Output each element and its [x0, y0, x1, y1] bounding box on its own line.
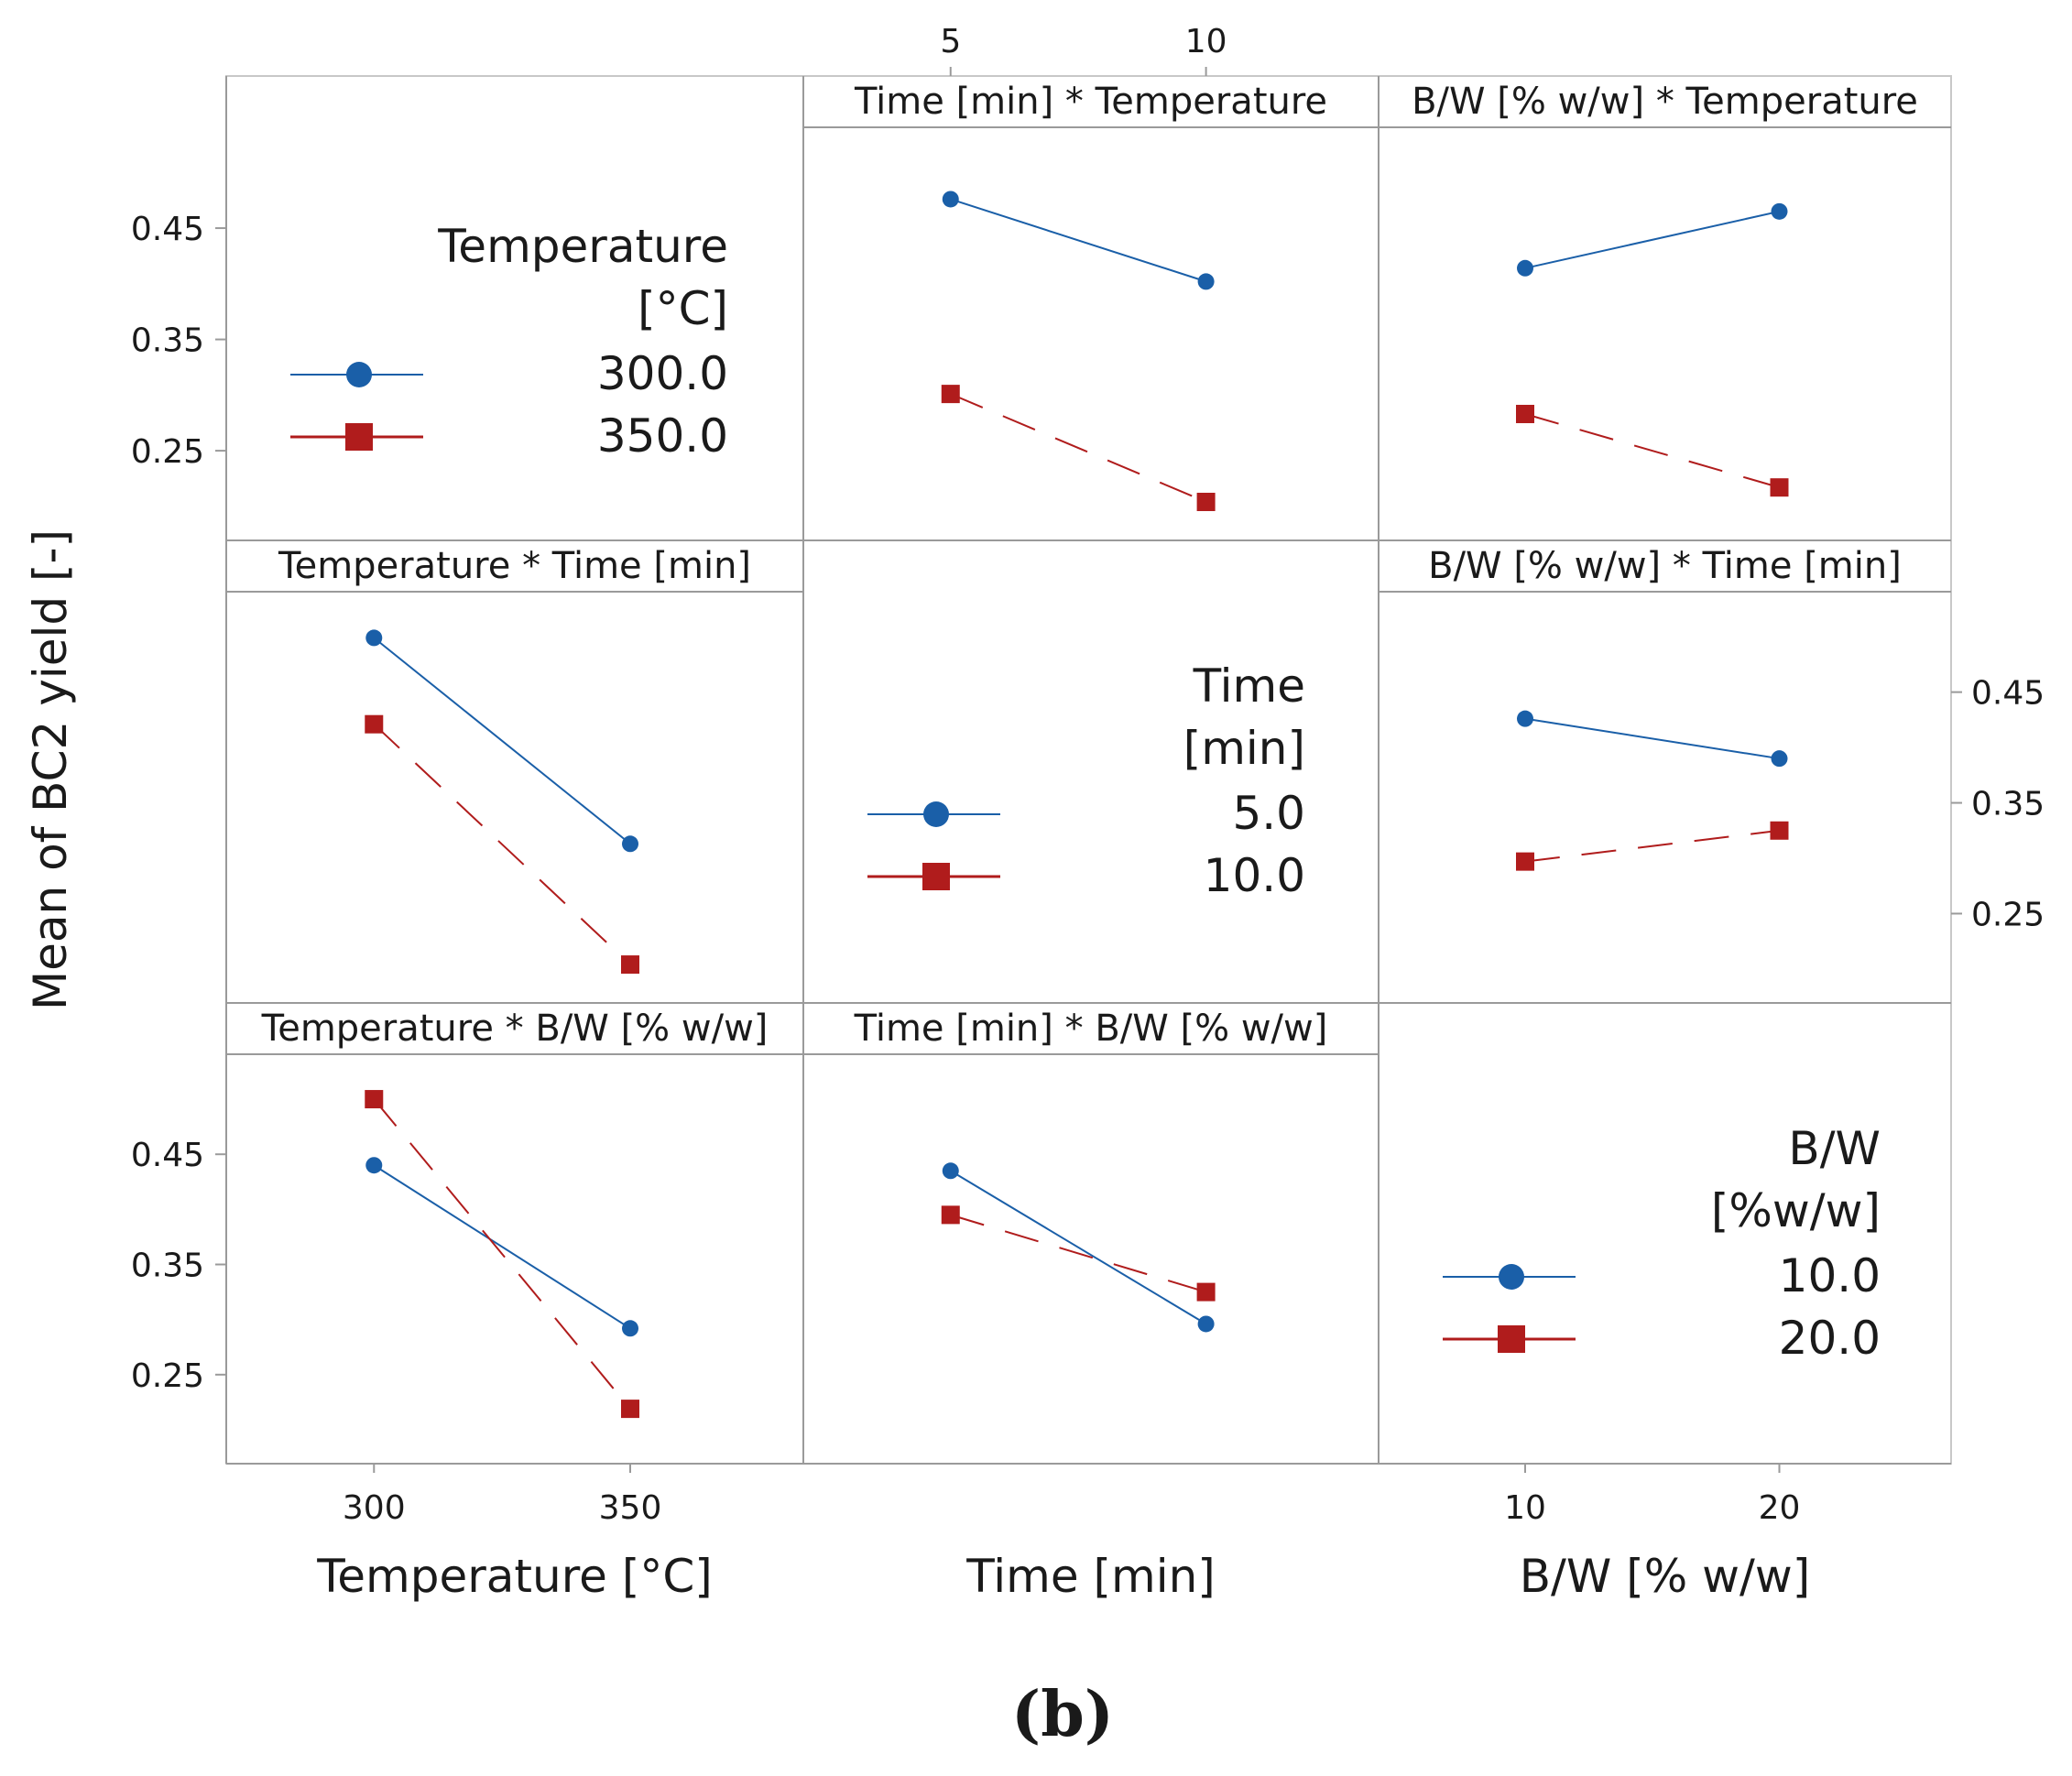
series-line — [950, 1214, 1206, 1293]
legend-level-label: 20.0 — [1779, 1312, 1881, 1365]
legend-marker-circle — [923, 801, 949, 827]
y-tick-label: 0.35 — [131, 322, 204, 360]
x-axis-title: Temperature [°C] — [316, 1550, 713, 1603]
series-line — [373, 637, 631, 845]
data-point-square — [1770, 478, 1789, 497]
data-point-circle — [622, 835, 638, 853]
data-point-square — [621, 1400, 639, 1419]
series-line — [373, 723, 631, 965]
panel-title: Time [min] * B/W [% w/w] — [854, 1008, 1328, 1050]
series-line — [1524, 210, 1780, 269]
data-point-circle — [365, 1157, 383, 1174]
grid-frame — [225, 75, 1952, 1465]
legend-marker-square — [922, 863, 950, 890]
x-axis-title: Time [min] — [965, 1550, 1216, 1603]
legend-level-label: 10.0 — [1779, 1249, 1881, 1302]
legend-marker-square — [1498, 1325, 1525, 1353]
panel-1: Time [min] * Temperature — [803, 81, 1379, 511]
outer-frame — [225, 75, 1952, 1465]
legend-title-line: Time — [1193, 659, 1305, 713]
legend-level-label: 10.0 — [1204, 849, 1305, 902]
data-point-circle — [1517, 710, 1533, 727]
top-x-tick-label: 5 — [940, 23, 961, 60]
panel-6: Time [min] * B/W [% w/w] — [803, 1008, 1379, 1333]
y-tick-label: 0.25 — [131, 1357, 204, 1395]
legend-level-label: 350.0 — [597, 409, 728, 463]
legend-marker-circle — [346, 362, 372, 387]
x-axis-title: B/W [% w/w] — [1520, 1550, 1811, 1603]
panel-title: Temperature * B/W [% w/w] — [261, 1008, 769, 1050]
panel-title: Time [min] * Temperature — [854, 81, 1327, 123]
data-point-circle — [942, 191, 959, 208]
x-tick-label: 20 — [1759, 1489, 1801, 1527]
legend-title-line: [%w/w] — [1711, 1184, 1881, 1237]
data-point-circle — [942, 1162, 959, 1180]
legend-level-label: 300.0 — [597, 347, 728, 400]
panel-3: Temperature * Time [min] — [226, 545, 803, 975]
subfigure-label: (b) — [1011, 1678, 1114, 1751]
data-point-square — [365, 1090, 384, 1109]
series-line — [373, 1164, 631, 1330]
axes: 0.45 0.35 0.25 0.45 0.35 0.25 0.45 0.35 0.25 5 10 3… — [24, 23, 2045, 1751]
y-tick-label-right: 0.35 — [1971, 786, 2045, 823]
y-tick-label: 0.45 — [131, 211, 204, 248]
x-tick-label: 350 — [599, 1489, 662, 1527]
data-point-square — [1516, 404, 1534, 423]
data-point-square — [365, 714, 384, 734]
y-tick-label-right: 0.25 — [1971, 896, 2045, 933]
panel-title: Temperature * Time [min] — [278, 545, 751, 587]
data-point-circle — [1197, 1315, 1215, 1333]
series-line — [1524, 413, 1780, 489]
data-point-square — [1516, 852, 1534, 871]
top-x-tick-label: 10 — [1185, 23, 1227, 60]
y-tick-label-right: 0.45 — [1971, 675, 2045, 713]
data-point-circle — [622, 1320, 638, 1337]
data-point-square — [1770, 821, 1789, 840]
data-point-square — [621, 955, 639, 975]
legend-title-line: Temperature — [437, 220, 728, 273]
data-point-circle — [1517, 259, 1533, 277]
panel-2: B/W [% w/w] * Temperature — [1379, 81, 1951, 497]
panel-title: B/W [% w/w] * Time [min] — [1428, 545, 1902, 587]
data-point-square — [941, 1205, 960, 1225]
series-line — [950, 1170, 1207, 1325]
legend-2: Time [min] 5.0 10.0 — [867, 659, 1305, 902]
panel-5: Temperature * B/W [% w/w] — [226, 1008, 803, 1419]
series-line — [950, 198, 1206, 283]
y-tick-label: 0.35 — [131, 1248, 204, 1285]
data-point-square — [941, 385, 960, 404]
data-point-circle — [1771, 750, 1788, 768]
data-point-circle — [1771, 202, 1788, 220]
series-line — [373, 1098, 631, 1410]
x-tick-label: 300 — [343, 1489, 406, 1527]
legend-marker-circle — [1499, 1264, 1524, 1290]
plot-marks: Time [min] * Temperature B/W [% w/w] * Te… — [226, 81, 1951, 1419]
data-point-circle — [1197, 273, 1215, 290]
legend-marker-square — [345, 423, 373, 451]
panel-title: B/W [% w/w] * Temperature — [1412, 81, 1918, 123]
data-point-square — [1196, 1282, 1216, 1302]
legend-title-line: [°C] — [638, 282, 728, 335]
y-tick-label: 0.45 — [131, 1137, 204, 1174]
series-line — [950, 393, 1206, 503]
y-axis-title: Mean of BC2 yield [-] — [24, 529, 77, 1010]
data-point-circle — [365, 629, 383, 647]
legend-title-line: B/W — [1788, 1122, 1881, 1175]
legend-3: B/W [%w/w] 10.0 20.0 — [1443, 1122, 1881, 1365]
series-line — [1524, 829, 1780, 863]
data-point-square — [1196, 492, 1216, 511]
legend-level-label: 5.0 — [1232, 787, 1305, 840]
legend-1: Temperature [°C] 300.0 350.0 — [290, 220, 728, 463]
legend-title-line: [min] — [1183, 722, 1305, 775]
legends: Temperature [°C] 300.0 350.0 Time [min] 5.0 10.… — [290, 220, 1881, 1365]
x-tick-label: 10 — [1504, 1489, 1546, 1527]
series-line — [1524, 717, 1780, 760]
panel-4: B/W [% w/w] * Time [min] — [1379, 545, 1951, 871]
y-tick-label: 0.25 — [131, 433, 204, 471]
